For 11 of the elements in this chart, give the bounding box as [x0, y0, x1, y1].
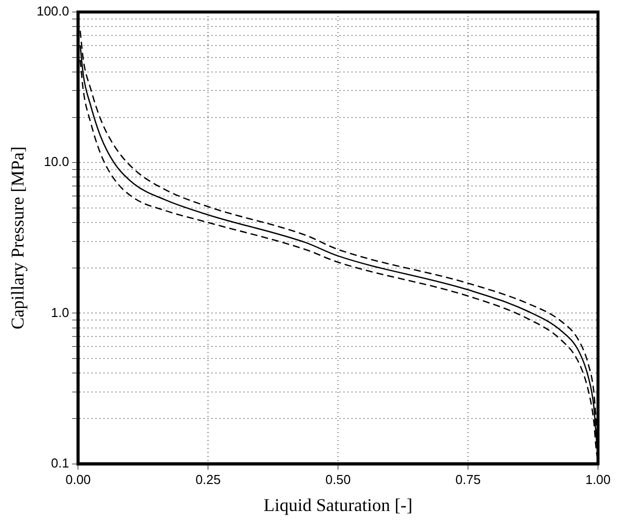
- y-tick-label: 0.1: [51, 455, 70, 470]
- x-axis-title: Liquid Saturation [-]: [264, 494, 413, 515]
- x-tick-label: 0.75: [455, 472, 481, 488]
- x-tick-label: 1.00: [585, 472, 611, 488]
- y-axis-title: Capillary Pressure [MPa]: [8, 146, 28, 330]
- x-tick-label: 0.00: [65, 472, 91, 488]
- x-tick-label: 0.25: [195, 472, 221, 488]
- y-tick-label: 10.0: [44, 154, 70, 170]
- y-tick-label: 1.0: [51, 304, 70, 320]
- x-tick-label: 0.50: [325, 472, 351, 488]
- y-tick-label: 100.0: [36, 4, 70, 19]
